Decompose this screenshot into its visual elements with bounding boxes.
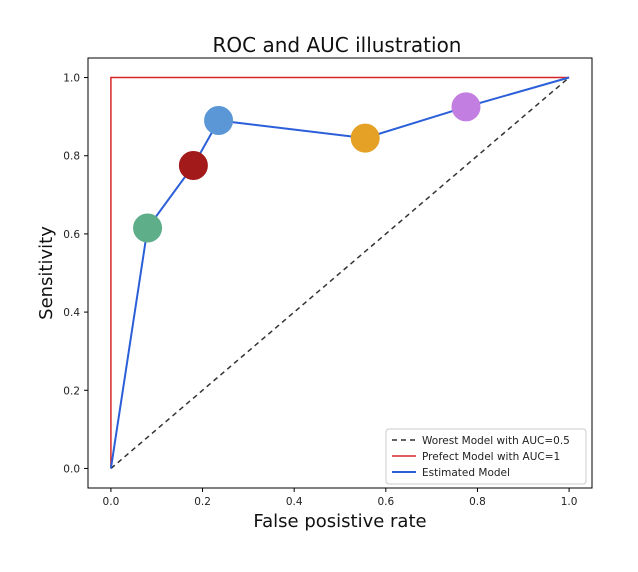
x-tick-label: 0.8 <box>469 496 486 508</box>
point-marker-2 <box>178 151 208 180</box>
legend: Worest Model with AUC=0.5 Prefect Model … <box>385 428 587 485</box>
y-tick-label: 0.6 <box>63 229 80 241</box>
x-tick-label: 0.6 <box>377 496 394 508</box>
x-tick-label: 1.0 <box>561 496 578 508</box>
plot-area <box>87 57 593 489</box>
legend-box <box>385 428 587 485</box>
y-tick-label: 1.0 <box>63 73 80 85</box>
legend-label-estimated-model: Estimated Model <box>422 467 510 479</box>
y-tick-label: 0.8 <box>63 151 80 163</box>
y-axis-label: Sensitivity <box>36 226 57 320</box>
x-axis-label: False posistive rate <box>253 511 426 532</box>
markers-layer <box>133 92 481 243</box>
series-line-worest-model-with-auc-0-5 <box>110 76 570 470</box>
lines-layer <box>109 76 570 470</box>
point-marker-3 <box>204 106 234 136</box>
x-tick-label: 0.4 <box>286 496 303 508</box>
y-tick-label: 0.0 <box>63 463 80 475</box>
point-marker-1 <box>133 213 163 243</box>
x-tick-label: 0.0 <box>103 496 120 508</box>
point-marker-5 <box>451 92 481 122</box>
y-tick-label: 0.4 <box>63 307 80 319</box>
x-axis-ticks: 0.0 0.2 0.4 0.6 0.8 1.0 <box>103 488 578 508</box>
series-line-prefect-model-with-auc-1 <box>110 76 570 469</box>
y-tick-label: 0.2 <box>63 385 80 397</box>
y-axis-ticks: 0.0 0.2 0.4 0.6 0.8 1.0 <box>63 73 88 475</box>
point-marker-4 <box>350 123 380 153</box>
legend-label-prefect-model: Prefect Model with AUC=1 <box>422 451 560 463</box>
x-tick-label: 0.2 <box>194 496 211 508</box>
legend-label-worest-model: Worest Model with AUC=0.5 <box>422 435 570 447</box>
chart-title: ROC and AUC illustration <box>213 33 462 57</box>
